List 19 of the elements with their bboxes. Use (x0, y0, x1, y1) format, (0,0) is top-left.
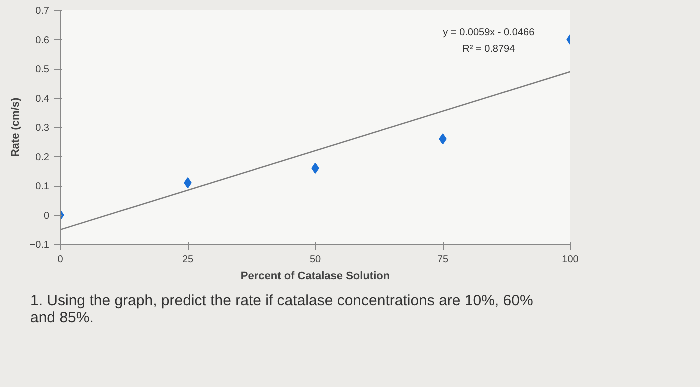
annotation: y = 0.0059x - 0.0466 (443, 28, 536, 39)
y-tick-label: 0.6 (36, 35, 50, 46)
x-tick-label: 100 (562, 254, 580, 266)
y-tick-label: 0.7 (36, 6, 50, 17)
y-tick-label: −0.1 (30, 240, 50, 251)
y-tick-label: 0.2 (36, 152, 50, 164)
annotation: R² = 0.8794 (462, 44, 516, 55)
x-axis-title: Percent of Catalase Solution (240, 270, 390, 282)
x-tick-label: 75 (437, 254, 449, 266)
y-tick-label: 0.1 (36, 182, 50, 192)
x-tick-label: 25 (182, 254, 194, 266)
y-tick-label: 0.5 (36, 64, 50, 76)
y-tick-label: 0.4 (36, 94, 50, 105)
x-tick-label: 0 (58, 254, 64, 266)
text: 1. Using the graph, predict the rate if catalase concentrations are 10%, 60% and 85%. (30, 292, 534, 326)
y-tick-label: 0.3 (36, 123, 50, 134)
y-axis-title: Rate (cm/s) (10, 98, 22, 158)
x-tick-label: 50 (310, 254, 322, 266)
y-tick-label: 0 (44, 210, 50, 222)
